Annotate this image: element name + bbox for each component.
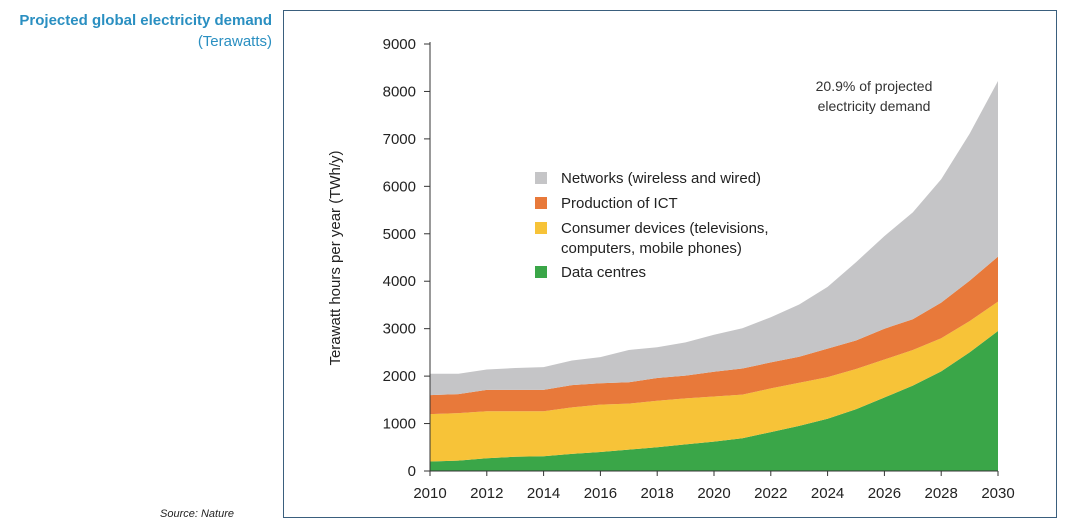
y-tick-label: 2000 <box>383 368 416 385</box>
x-tick-label: 2010 <box>413 485 446 502</box>
area-production <box>430 256 998 415</box>
title-main: Projected global electricity demand <box>19 12 272 29</box>
chart-frame <box>283 10 1057 518</box>
y-tick-label: 4000 <box>383 273 416 290</box>
y-tick-label: 9000 <box>383 36 416 53</box>
x-tick-label: 2016 <box>584 485 617 502</box>
area-networks <box>430 81 998 396</box>
legend-swatch-networks <box>535 172 547 184</box>
legend-swatch-datacentres <box>535 266 547 278</box>
x-tick-label: 2030 <box>981 485 1014 502</box>
source-note: Source: Nature <box>160 508 234 520</box>
chart-annotation: 20.9% of projected electricity demand <box>816 78 933 114</box>
x-tick-label: 2026 <box>868 485 901 502</box>
y-tick-label: 0 <box>408 463 416 480</box>
y-tick-label: 3000 <box>383 321 416 338</box>
legend-swatch-production <box>535 197 547 209</box>
legend-label-consumer: Consumer devices (televisions, <box>561 220 769 237</box>
axes: 0 1000 2000 3000 4000 5000 6000 7000 8000 9000 201… <box>383 36 1015 502</box>
title-unit: (Terawatts) <box>197 33 272 50</box>
legend-label-production: Production of ICT <box>561 195 678 212</box>
legend-label-datacentres: Data centres <box>561 264 646 281</box>
x-tick-label: 2022 <box>754 485 787 502</box>
legend: Networks (wireless and wired) Production … <box>535 170 769 281</box>
x-tick-label: 2012 <box>470 485 503 502</box>
area-layers <box>430 81 998 471</box>
y-tick-label: 7000 <box>383 131 416 148</box>
x-tick-label: 2020 <box>697 485 730 502</box>
legend-swatch-consumer <box>535 222 547 234</box>
legend-label-networks: Networks (wireless and wired) <box>561 170 761 187</box>
x-tick-label: 2028 <box>925 485 958 502</box>
chart-side-title: Projected global electricity demand (Ter… <box>0 10 272 52</box>
x-tick-label: 2014 <box>527 485 560 502</box>
area-datacentres <box>430 331 998 471</box>
area-consumer <box>430 301 998 462</box>
legend-label-consumer-line2: computers, mobile phones) <box>561 240 742 257</box>
y-tick-label: 8000 <box>383 83 416 100</box>
y-axis-label: Terawatt hours per year (TWh/y) <box>327 150 344 365</box>
y-tick-label: 6000 <box>383 178 416 195</box>
x-tick-label: 2018 <box>641 485 674 502</box>
x-tick-label: 2024 <box>811 485 844 502</box>
y-tick-label: 1000 <box>383 416 416 433</box>
y-tick-label: 5000 <box>383 226 416 243</box>
